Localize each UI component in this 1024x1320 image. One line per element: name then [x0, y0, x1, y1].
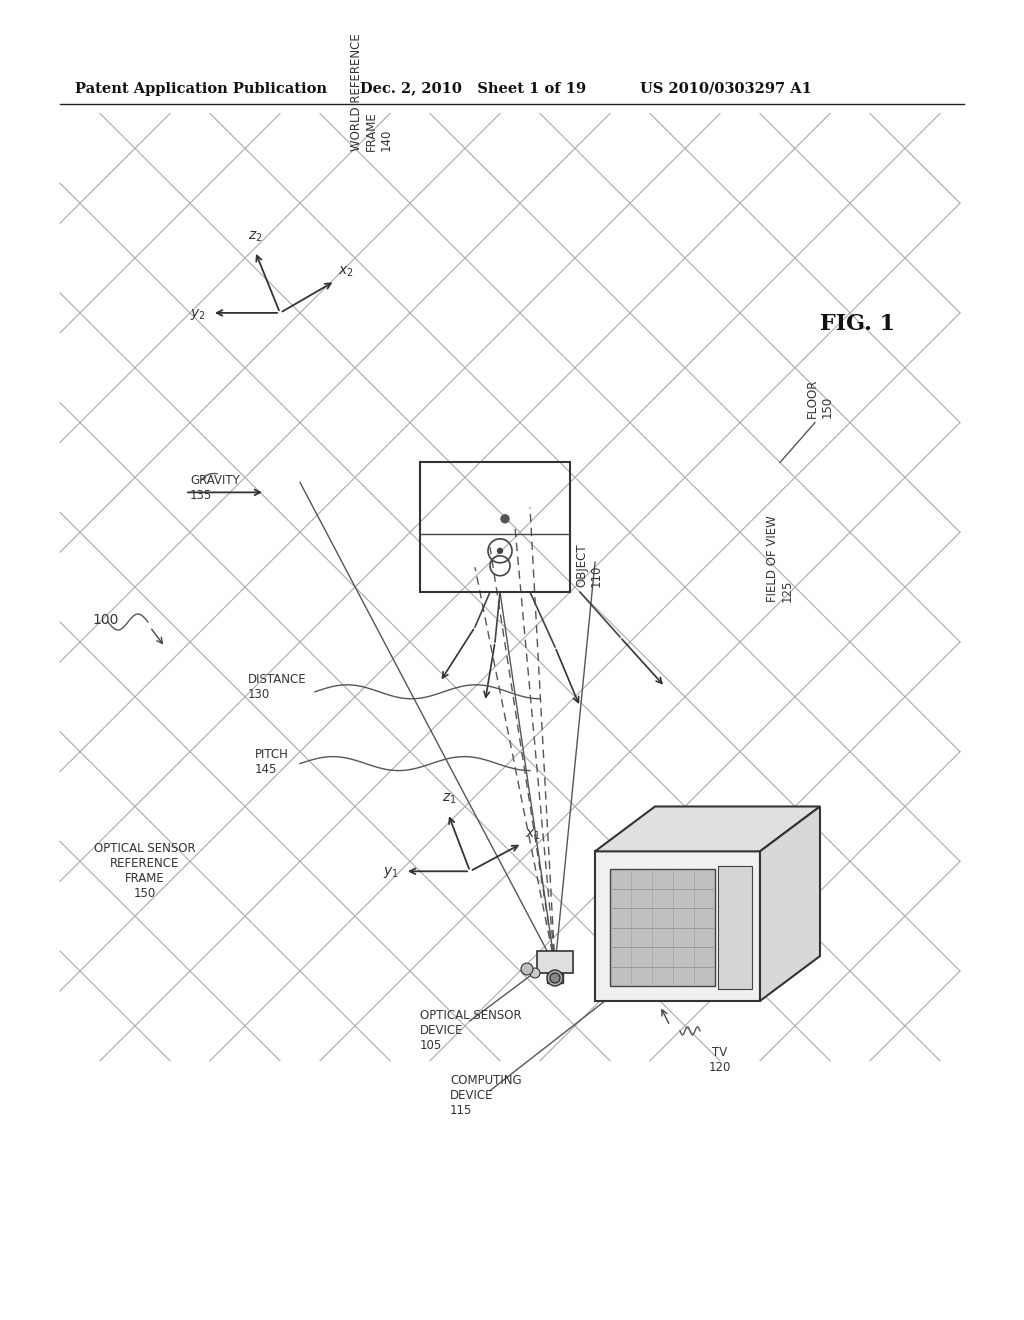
- Text: FIG. 1: FIG. 1: [820, 313, 895, 335]
- Text: OPTICAL SENSOR
REFERENCE
FRAME
150: OPTICAL SENSOR REFERENCE FRAME 150: [94, 842, 196, 900]
- Text: OBJECT
110: OBJECT 110: [575, 544, 603, 587]
- Circle shape: [530, 968, 540, 978]
- Text: OPTICAL SENSOR
DEVICE
105: OPTICAL SENSOR DEVICE 105: [420, 1010, 521, 1052]
- Polygon shape: [595, 851, 760, 1001]
- Circle shape: [547, 970, 563, 986]
- Text: TV
120: TV 120: [709, 1045, 731, 1073]
- Bar: [547, 973, 563, 983]
- Text: US 2010/0303297 A1: US 2010/0303297 A1: [640, 82, 812, 95]
- Text: FIELD OF VIEW
125: FIELD OF VIEW 125: [766, 515, 794, 602]
- Text: WORLD REFERENCE
FRAME
140: WORLD REFERENCE FRAME 140: [350, 33, 393, 152]
- Text: GRAVITY
135: GRAVITY 135: [190, 474, 240, 503]
- Text: DISTANCE
130: DISTANCE 130: [248, 673, 306, 701]
- Text: Patent Application Publication: Patent Application Publication: [75, 82, 327, 95]
- Text: $x_2$: $x_2$: [338, 265, 353, 280]
- Text: $x_1$: $x_1$: [525, 828, 541, 842]
- Polygon shape: [610, 870, 715, 986]
- Text: $z_2$: $z_2$: [248, 230, 262, 243]
- Text: COMPUTING
DEVICE
115: COMPUTING DEVICE 115: [450, 1074, 521, 1117]
- Circle shape: [501, 515, 509, 523]
- Circle shape: [498, 548, 503, 553]
- Bar: [420, 462, 570, 593]
- Text: Dec. 2, 2010   Sheet 1 of 19: Dec. 2, 2010 Sheet 1 of 19: [360, 82, 586, 95]
- Polygon shape: [595, 807, 820, 851]
- Circle shape: [550, 973, 560, 983]
- Text: FLOOR
150: FLOOR 150: [806, 379, 834, 417]
- Text: PITCH
145: PITCH 145: [255, 747, 289, 776]
- Polygon shape: [718, 866, 752, 989]
- Polygon shape: [760, 807, 820, 1001]
- Text: $z_1$: $z_1$: [442, 792, 457, 807]
- Circle shape: [521, 964, 534, 975]
- Text: $y_2$: $y_2$: [190, 306, 206, 322]
- Text: $y_1$: $y_1$: [383, 866, 398, 880]
- Text: 100: 100: [92, 612, 119, 627]
- Bar: [537, 952, 573, 973]
